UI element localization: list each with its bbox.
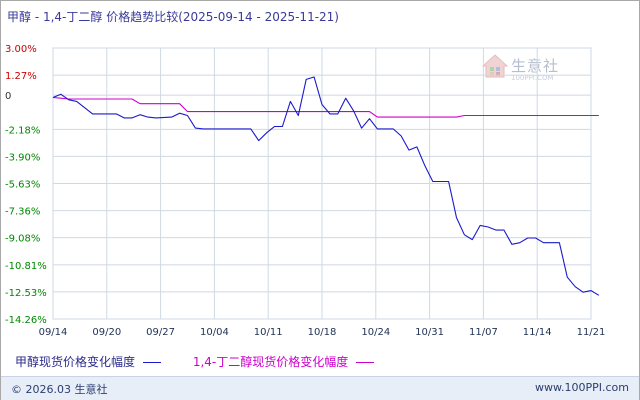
- series-line-0: [52, 76, 600, 296]
- legend: 甲醇现货价格变化幅度 1,4-丁二醇现货价格变化幅度: [15, 353, 402, 370]
- y-tick-label--5.63-: -5.63%: [5, 180, 40, 191]
- x-tick-label-11-07: 11/07: [469, 327, 498, 338]
- x-tick-label-09-14: 09/14: [39, 327, 68, 338]
- y-tick-label--10.81-: -10.81%: [5, 261, 47, 272]
- copyright-text: © 2026.03 生意社: [11, 383, 108, 396]
- x-tick-label-09-20: 09/20: [92, 327, 121, 338]
- x-tick-label-10-04: 10/04: [200, 327, 229, 338]
- tick-layer: 3.00% 1.27% 0 -2.18% -3.90% -5.63% -7.36% -9.08…: [5, 44, 605, 338]
- watermark-url: 100PPI.COM: [511, 74, 554, 82]
- grid-layer: [52, 47, 592, 320]
- series-layer: [52, 76, 600, 296]
- y-tick-label--9.08-: -9.08%: [5, 234, 40, 245]
- x-tick-label-10-24: 10/24: [361, 327, 390, 338]
- legend-swatch-methanol: [143, 362, 162, 363]
- y-tick-label--7.36-: -7.36%: [5, 207, 40, 218]
- legend-entry-bdo: 1,4-丁二醇现货价格变化幅度: [192, 353, 375, 370]
- site-url-link[interactable]: www.100PPI.com: [535, 381, 629, 394]
- y-tick-label-1.27-: 1.27%: [5, 71, 37, 82]
- watermark-name: 生意社: [511, 57, 560, 75]
- series-line-1: [52, 96, 599, 118]
- y-tick-label--12.53-: -12.53%: [5, 288, 47, 299]
- y-tick-label--3.90-: -3.90%: [5, 152, 40, 163]
- legend-swatch-bdo: [356, 362, 375, 363]
- x-tick-label-10-18: 10/18: [308, 327, 337, 338]
- x-tick-label-09-27: 09/27: [146, 327, 175, 338]
- x-tick-label-11-14: 11/14: [523, 327, 552, 338]
- y-tick-label--14.26-: -14.26%: [5, 315, 47, 326]
- legend-label-methanol: 甲醇现货价格变化幅度: [15, 355, 136, 369]
- x-tick-label-10-11: 10/11: [254, 327, 283, 338]
- x-tick-label-11-21: 11/21: [577, 327, 606, 338]
- y-tick-label--2.18-: -2.18%: [5, 125, 40, 136]
- chart-title: 甲醇 - 1,4-丁二醇 价格趋势比较(2025-09-14 - 2025-11…: [7, 10, 339, 24]
- footer-bar: © 2026.03 生意社 www.100PPI.com: [1, 376, 639, 400]
- legend-entry-methanol: 甲醇现货价格变化幅度: [15, 353, 162, 370]
- y-tick-label-0: 0: [5, 91, 11, 102]
- x-tick-label-10-31: 10/31: [415, 327, 444, 338]
- y-tick-label-3.00-: 3.00%: [5, 44, 37, 55]
- watermark-logo: 生意社 100PPI.COM: [481, 53, 581, 89]
- legend-label-bdo: 1,4-丁二醇现货价格变化幅度: [192, 355, 349, 369]
